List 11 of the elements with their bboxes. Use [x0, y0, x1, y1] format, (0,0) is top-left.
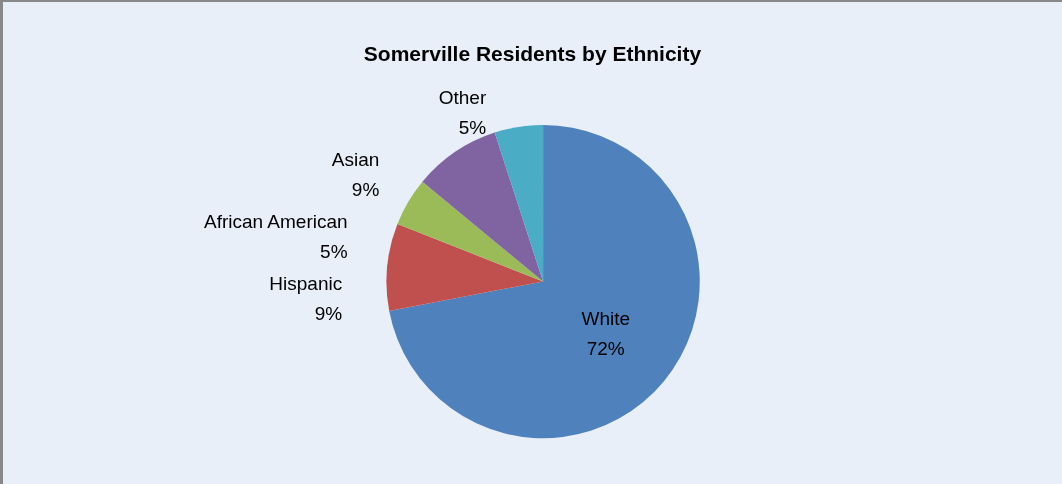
data-label: 5%: [458, 116, 487, 138]
slice-label: White: [581, 307, 631, 329]
data-label: 72%: [586, 337, 625, 359]
slice-label: African American: [203, 210, 348, 232]
data-label: 9%: [351, 178, 380, 200]
data-label: 9%: [314, 302, 343, 324]
slice-label: Other: [438, 86, 487, 108]
slice-label: Hispanic: [269, 272, 343, 294]
slice-label: Asian: [331, 148, 380, 170]
data-label: 5%: [320, 240, 348, 262]
chart-title: Somerville Residents by Ethnicity: [363, 42, 702, 65]
